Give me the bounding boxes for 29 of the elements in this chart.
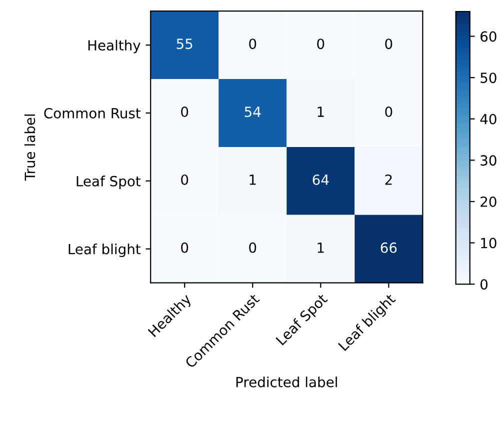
color-bar-label: 50 <box>480 72 496 84</box>
data-label: 0 <box>181 174 188 185</box>
data-label: 0 <box>385 106 392 118</box>
data-label: 55 <box>176 38 192 50</box>
color-bar-label: 20 <box>480 196 496 207</box>
color-bar-label: 60 <box>480 31 496 42</box>
data-label: 1 <box>318 242 324 253</box>
data-label: 1 <box>250 174 256 185</box>
data-label: 0 <box>181 242 188 253</box>
data-label: 0 <box>249 242 256 253</box>
y-axis-title: True label <box>24 114 36 181</box>
color-bar-label: 10 <box>481 238 496 248</box>
data-label: 54 <box>244 106 261 118</box>
color-bar-label: 0 <box>480 279 488 290</box>
data-label: 64 <box>312 174 329 185</box>
data-label: 66 <box>380 242 397 253</box>
y-tick-label: Common Rust <box>44 108 141 118</box>
y-tick-label: Leaf Spot <box>76 176 141 190</box>
data-label: 1 <box>318 106 324 117</box>
data-label: 0 <box>181 106 188 118</box>
x-axis-title: Predicted label <box>236 376 337 388</box>
y-tick-label: Healthy <box>88 40 140 54</box>
data-label: 0 <box>317 38 324 50</box>
data-label: 2 <box>385 174 392 185</box>
color-bar-label: 30 <box>480 155 496 166</box>
color-bar-label: 40 <box>480 114 496 124</box>
data-label: 0 <box>385 38 392 50</box>
y-tick-label: Leaf blight <box>68 244 141 258</box>
data-label: 0 <box>249 38 256 50</box>
